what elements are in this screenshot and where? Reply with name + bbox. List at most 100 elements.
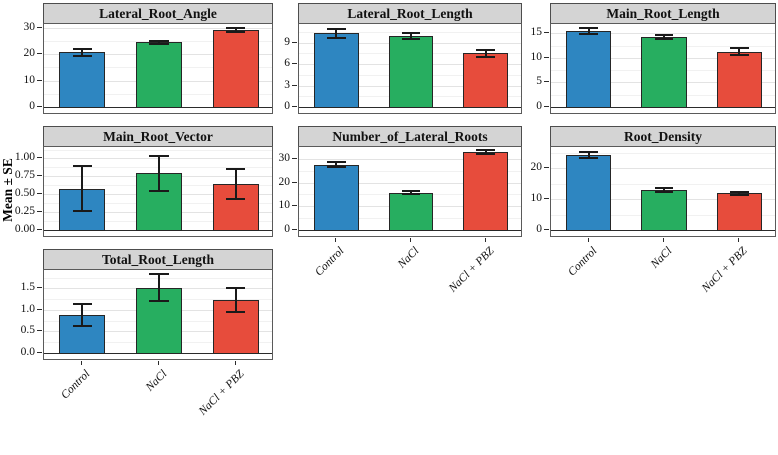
error-bar-line — [410, 191, 412, 194]
error-bar-line — [81, 303, 84, 326]
major-gridline — [44, 27, 272, 29]
x-axis-tick — [484, 238, 486, 242]
error-bar-cap-top — [326, 161, 346, 164]
error-bar-cap-bottom — [149, 190, 169, 193]
y-tick-label: 0.0 — [20, 346, 35, 358]
bar-nacl — [388, 36, 434, 108]
y-axis-tick — [37, 53, 42, 55]
x-axis-tick — [234, 361, 236, 365]
facet-strip-root-density: Root_Density — [550, 126, 776, 147]
y-tick-label: 10 — [530, 50, 543, 63]
x-axis-tick — [738, 238, 740, 242]
x-tick-label-nacl: NaCl — [395, 245, 422, 271]
y-axis-tick — [37, 26, 42, 28]
facet-title: Root_Density — [624, 129, 702, 144]
y-tick-label: 20 — [278, 175, 291, 188]
major-gridline — [551, 168, 775, 170]
error-bar-cap-top — [654, 33, 674, 36]
bar-nacl — [136, 42, 182, 108]
y-tick-label: 0.5 — [20, 324, 35, 337]
error-bar-cap-bottom — [729, 53, 749, 56]
bar-nacl — [388, 192, 434, 231]
y-tick-label: 1.00 — [14, 151, 35, 164]
error-bar-line — [158, 40, 160, 45]
error-bar-cap-top — [476, 49, 496, 52]
error-bar-cap-top — [72, 302, 92, 305]
y-tick-label: 0 — [29, 100, 35, 112]
y-tick-label: 1.0 — [20, 302, 35, 315]
y-tick-label: 9 — [284, 35, 290, 48]
y-axis-tick — [544, 32, 549, 34]
y-axis-tick — [292, 157, 297, 159]
plot-panel-lateral-root-angle — [43, 23, 273, 114]
minor-gridline — [551, 183, 775, 185]
error-bar-cap-top — [72, 165, 92, 168]
error-bar-line — [234, 288, 237, 313]
y-axis-tick — [292, 63, 297, 65]
y-axis-tick — [544, 198, 549, 200]
error-bar-cap-bottom — [326, 36, 346, 39]
plot-panel-number-of-lateral-roots — [298, 146, 522, 237]
facet-title: Lateral_Root_Angle — [99, 6, 217, 21]
facet-title: Main_Root_Length — [606, 6, 720, 21]
y-tick-label: 0 — [536, 100, 542, 112]
error-bar-line — [663, 187, 665, 192]
bar-control — [313, 164, 359, 231]
y-tick-label: 6 — [284, 57, 290, 70]
y-axis-tick — [544, 56, 549, 58]
y-axis-tick — [292, 229, 297, 230]
y-tick-label: 10 — [530, 192, 543, 205]
error-bar-line — [410, 32, 412, 40]
plot-panel-total-root-length — [43, 269, 273, 360]
facet-strip-lateral-root-length: Lateral_Root_Length — [298, 3, 522, 24]
error-bar-line — [738, 191, 741, 195]
y-tick-label: 15 — [530, 26, 543, 39]
y-tick-label: 3 — [284, 78, 290, 91]
error-bar-cap-top — [226, 168, 246, 171]
minor-gridline — [299, 170, 521, 172]
y-tick-label: 5 — [536, 75, 542, 88]
y-tick-label: 0 — [284, 223, 290, 235]
error-bar-line — [587, 28, 590, 35]
error-bar-line — [484, 50, 487, 57]
error-bar-line — [663, 34, 665, 39]
error-bar-cap-bottom — [654, 190, 674, 193]
x-tick-label-control: Control — [565, 245, 600, 279]
y-tick-label: 20 — [530, 161, 543, 174]
facet-strip-total-root-length: Total_Root_Length — [43, 249, 273, 270]
y-tick-label: 30 — [23, 20, 36, 33]
bar-nacl-pbz — [212, 184, 259, 231]
y-tick-label: 10 — [278, 199, 291, 212]
error-bar-cap-bottom — [72, 324, 92, 327]
bar-nacl-pbz — [212, 30, 259, 108]
error-bar-cap-top — [401, 31, 421, 34]
error-bar-cap-top — [72, 48, 92, 51]
y-tick-label: 10 — [23, 73, 36, 86]
error-bar-cap-bottom — [149, 43, 169, 46]
error-bar-line — [81, 166, 84, 211]
error-bar-cap-bottom — [401, 38, 421, 41]
y-axis-tick — [37, 211, 42, 213]
y-tick-label: 1.5 — [20, 281, 35, 294]
y-axis-tick — [544, 229, 549, 230]
bar-control — [566, 31, 612, 108]
x-tick-label-nacl-pbz: NaCl + PBZ — [700, 245, 750, 295]
facet-title: Total_Root_Length — [101, 252, 214, 267]
bar-nacl-pbz — [463, 53, 509, 108]
minor-gridline — [44, 149, 272, 151]
bar-nacl-pbz — [716, 51, 762, 108]
y-tick-label: 30 — [278, 151, 291, 164]
y-axis-tick — [292, 106, 297, 107]
error-bar-cap-top — [149, 39, 169, 42]
y-tick-label: 0 — [284, 100, 290, 112]
facet-strip-lateral-root-angle: Lateral_Root_Angle — [43, 3, 273, 24]
error-bar-cap-bottom — [226, 198, 246, 201]
error-bar-cap-top — [729, 47, 749, 50]
error-bar-line — [158, 155, 160, 192]
bar-control — [566, 155, 612, 231]
error-bar-cap-bottom — [226, 30, 246, 33]
error-bar-cap-top — [579, 27, 599, 30]
facet-title: Main_Root_Vector — [103, 129, 213, 144]
y-tick-label: 0.50 — [14, 187, 35, 200]
error-bar-cap-bottom — [72, 54, 92, 57]
